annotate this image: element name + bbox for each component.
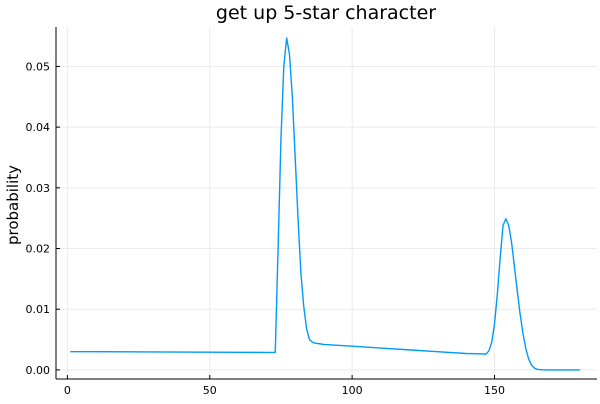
tick-marks: [56, 65, 495, 379]
y-tick-label: 0.01: [26, 303, 51, 316]
x-tick-label: 0: [64, 384, 71, 397]
y-tick-label: 0.05: [26, 60, 51, 73]
series: [70, 37, 580, 371]
axes: [55, 27, 597, 380]
x-tick-label: 100: [342, 384, 363, 397]
y-tick-label: 0.04: [26, 121, 51, 134]
grid: [56, 27, 597, 379]
y-axis-label: probability: [4, 165, 22, 245]
chart-title: get up 5-star character: [216, 2, 436, 24]
y-tick-label: 0.03: [26, 182, 51, 195]
x-tick-label: 150: [484, 384, 505, 397]
x-tick-labels: 0 50 100 150: [64, 384, 505, 397]
y-tick-label: 0.00: [26, 364, 51, 377]
x-tick-label: 50: [203, 384, 217, 397]
y-tick-labels: 0.00 0.01 0.02 0.03 0.04 0.05: [26, 60, 51, 376]
y-tick-label: 0.02: [26, 243, 51, 256]
series-line-1: [70, 37, 580, 371]
